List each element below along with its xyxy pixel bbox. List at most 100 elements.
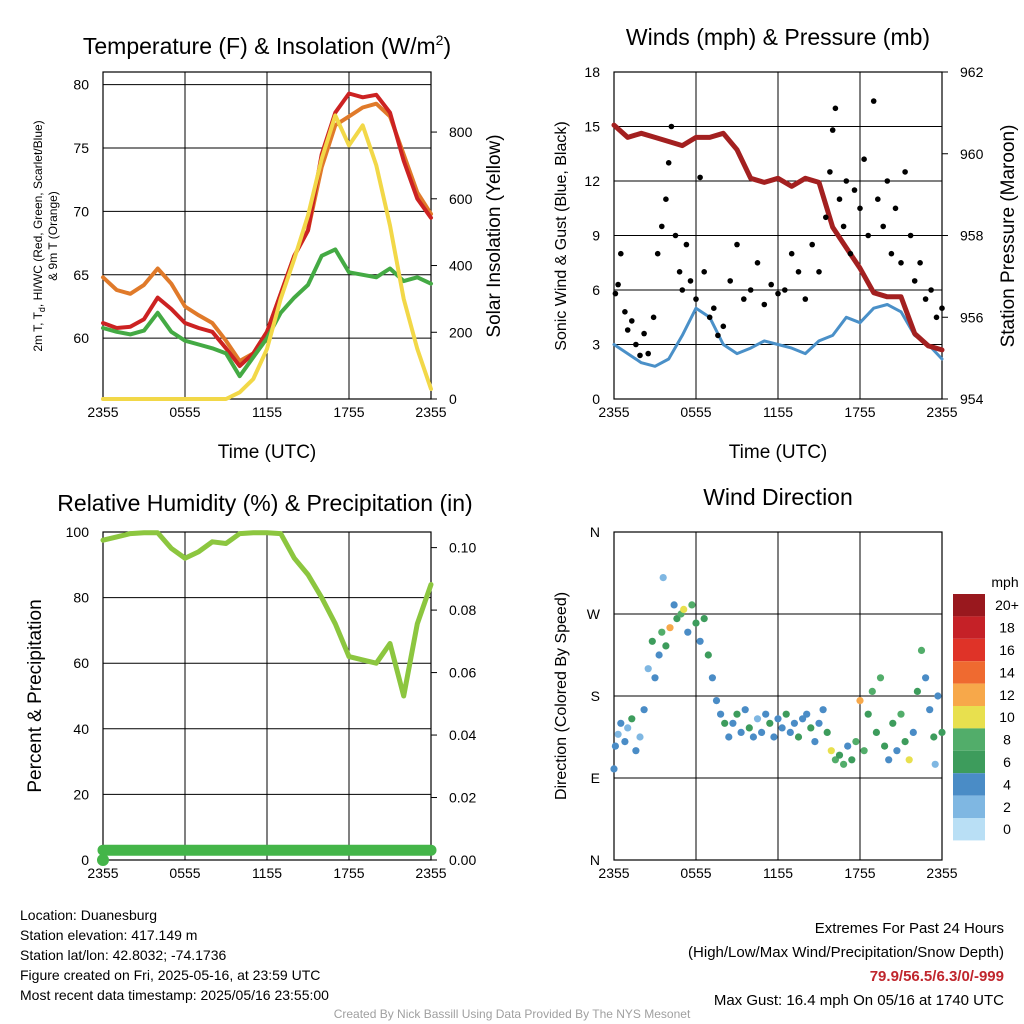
x-axis-label: Time (UTC) — [729, 442, 828, 463]
gust-point-17 — [676, 269, 683, 275]
y-tick-label-right: 0.00 — [449, 852, 476, 868]
direction-point-85 — [931, 760, 939, 768]
gust-point-30 — [741, 296, 747, 302]
direction-point-80 — [930, 733, 938, 741]
gust-point-24 — [706, 314, 713, 321]
ylabel-part: , HI/WC (Red, Green, Scarlet/Blue) — [31, 120, 45, 307]
gust-point-44 — [829, 127, 836, 133]
gust-point-45 — [832, 105, 839, 112]
figure-created: Figure created on Fri, 2025-05-16, at 23… — [20, 967, 321, 983]
winds-pressure-chart: 2355 0555 1155 1755 235503691215189549569589… — [553, 24, 1019, 463]
title-sup: 2 — [436, 32, 444, 48]
gust-point-26 — [715, 332, 721, 339]
gust-point-23 — [701, 269, 707, 275]
x-tick-label: 1155 — [763, 865, 793, 881]
direction-point-65 — [868, 687, 876, 696]
direction-point-57 — [835, 751, 844, 759]
gust-point-0 — [612, 290, 619, 297]
direction-point-22 — [692, 619, 700, 627]
x-tick-label: 2355 — [926, 865, 957, 881]
gust-point-67 — [933, 314, 940, 321]
y-tick-label-left: 18 — [584, 64, 600, 80]
direction-point-79 — [926, 706, 934, 714]
extremes-values: 79.9/56.5/6.3/0/-999 — [869, 968, 1004, 985]
direction-point-27 — [712, 697, 721, 705]
x-tick-label: 0555 — [169, 865, 200, 881]
y-tick-label-right: 0.06 — [449, 665, 476, 681]
y-axis-label-left-line2: & 9m T (Orange) — [46, 191, 60, 281]
direction-point-66 — [872, 728, 881, 737]
legend-swatch-3 — [953, 661, 985, 684]
direction-point-76 — [913, 687, 922, 696]
chart-title: Winds (mph) & Pressure (mb) — [626, 24, 930, 50]
direction-point-64 — [864, 710, 872, 718]
x-tick-label: 2355 — [87, 865, 118, 881]
legend-label: 20+ — [995, 597, 1019, 613]
legend-swatch-7 — [953, 750, 985, 774]
y-tick-label-left: 40 — [73, 721, 89, 737]
gust-point-32 — [754, 260, 761, 266]
legend-label: 8 — [1003, 732, 1011, 748]
temperature-insolation-chart: 2355 0555 1155 1755 235560657075800200400600… — [31, 32, 505, 463]
gust-point-36 — [782, 287, 788, 293]
x-tick-label: 1155 — [763, 404, 793, 420]
gust-point-28 — [727, 278, 733, 284]
y-tick-label-left: W — [587, 606, 601, 622]
direction-point-77 — [917, 646, 926, 655]
direction-point-67 — [876, 674, 885, 682]
legend-swatch-10 — [953, 818, 985, 841]
gust-point-57 — [884, 178, 891, 184]
title-end: ) — [443, 33, 451, 59]
direction-point-11 — [651, 674, 659, 682]
gust-point-15 — [668, 123, 675, 130]
legend-swatch-2 — [953, 638, 985, 662]
legend-label: 14 — [999, 664, 1015, 680]
direction-point-44 — [782, 710, 790, 718]
gust-point-65 — [922, 296, 929, 302]
extremes-subheader: (High/Low/Max Wind/Precipitation/Snow De… — [688, 944, 1004, 961]
y-tick-label-left: 60 — [73, 330, 89, 346]
gust-point-43 — [827, 169, 833, 175]
y-tick-label-right: 0 — [449, 391, 457, 407]
direction-point-31 — [729, 719, 737, 727]
series-0-1-line — [101, 91, 433, 368]
direction-point-37 — [753, 715, 762, 723]
direction-point-83 — [659, 574, 667, 582]
direction-point-26 — [708, 674, 717, 682]
chart-title: Wind Direction — [703, 484, 853, 510]
y-tick-label-left: 0 — [81, 852, 89, 868]
direction-point-50 — [807, 724, 815, 732]
gust-point-8 — [641, 330, 647, 337]
gust-point-29 — [734, 241, 740, 248]
y-tick-label-right: 0.02 — [449, 790, 476, 806]
gust-point-54 — [870, 98, 877, 104]
y-tick-label-left: S — [591, 688, 600, 704]
gust-point-62 — [907, 232, 914, 239]
gust-point-59 — [892, 205, 899, 212]
credit-line: Created By Nick Bassill Using Data Provi… — [333, 1007, 691, 1021]
y-tick-label-right: 0.10 — [449, 540, 476, 556]
gust-point-40 — [809, 241, 815, 248]
direction-point-82 — [938, 728, 946, 737]
y-axis-label-left: Direction (Colored By Speed) — [553, 592, 570, 800]
gust-point-58 — [888, 250, 895, 257]
direction-point-49 — [803, 710, 811, 718]
gust-point-41 — [816, 269, 822, 275]
chart-title: Temperature (F) & Insolation (W/m2) — [83, 32, 451, 59]
gust-point-35 — [775, 290, 781, 297]
station-location: Location: Duanesburg — [20, 907, 157, 923]
direction-point-59 — [844, 742, 852, 750]
gust-point-68 — [939, 305, 945, 312]
direction-point-7 — [636, 733, 644, 741]
x-tick-label: 2355 — [598, 404, 629, 420]
x-tick-label: 0555 — [680, 865, 711, 881]
direction-point-0 — [611, 742, 620, 750]
direction-point-53 — [819, 706, 827, 714]
direction-point-41 — [770, 733, 778, 741]
plot-frame — [102, 71, 432, 400]
legend-title: mph — [991, 574, 1018, 590]
y-tick-label-left: 20 — [73, 786, 89, 802]
legend-label: 0 — [1003, 821, 1011, 837]
direction-point-43 — [778, 724, 786, 732]
direction-point-48 — [799, 715, 807, 723]
